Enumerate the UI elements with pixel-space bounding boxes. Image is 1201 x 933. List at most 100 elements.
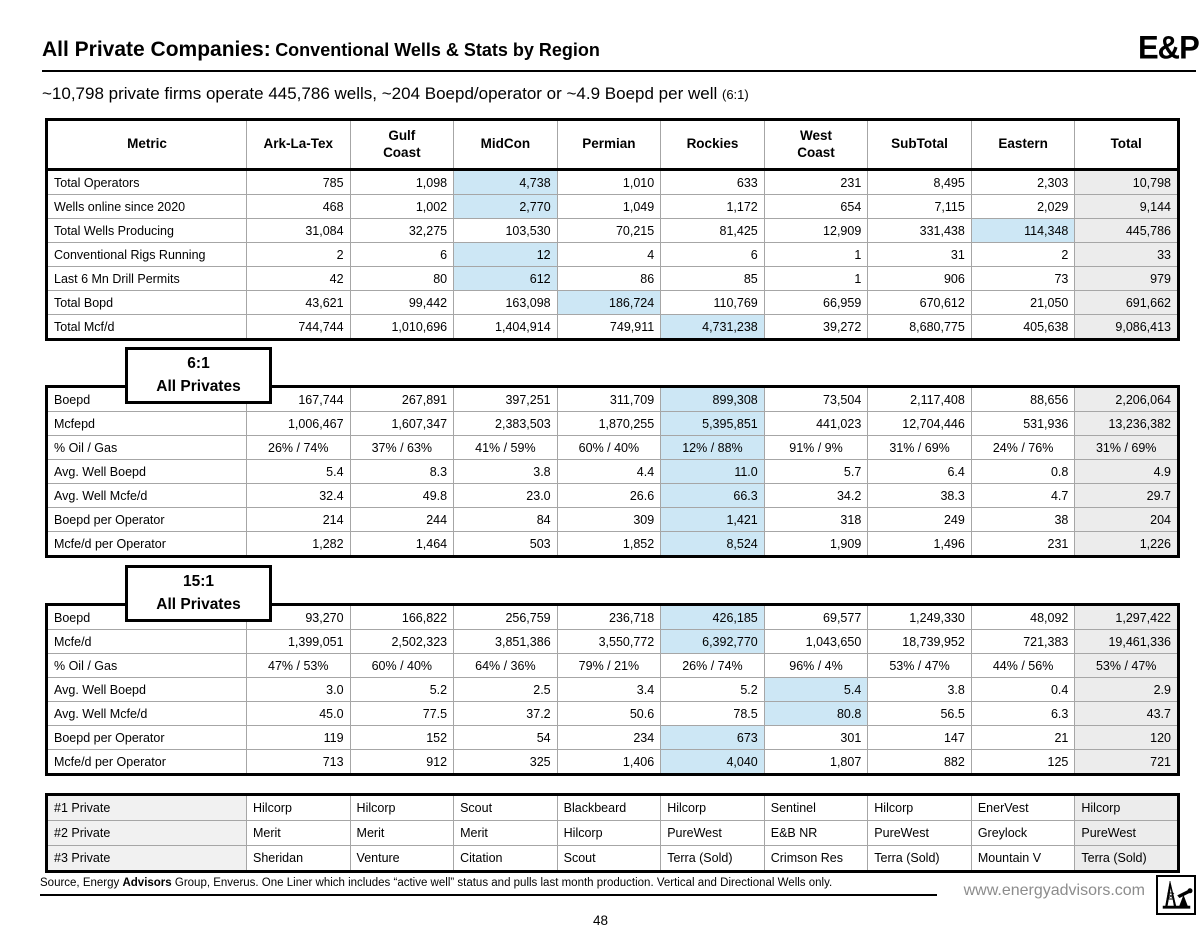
cell: 43,621 [246, 290, 351, 315]
cell: 503 [453, 531, 558, 557]
cell: 4,738 [453, 169, 558, 195]
cell: Sentinel [763, 794, 869, 821]
cell: 32,275 [349, 218, 455, 243]
row-label: Boepd per Operator [46, 507, 247, 532]
cell: 13,236,382 [1074, 411, 1179, 436]
cell: 1 [763, 242, 869, 267]
cell: 1,909 [763, 531, 869, 557]
row-label: Total Operators [46, 169, 247, 195]
cell: 96% / 4% [763, 653, 869, 678]
column-header-rockies: Rockies [660, 119, 765, 171]
cell: Hilcorp [1074, 794, 1179, 821]
cell: Scout [453, 794, 558, 821]
cell: 31% / 69% [1074, 435, 1179, 460]
cell: 5.4 [763, 677, 869, 702]
cell: 29.7 [1074, 483, 1179, 508]
cell: 3,550,772 [556, 629, 662, 654]
cell: 26% / 74% [246, 435, 351, 460]
cell: 125 [970, 749, 1076, 775]
cell: Merit [349, 820, 455, 846]
cell: 256,759 [453, 604, 558, 630]
page-number: 48 [592, 913, 609, 928]
cell: 231 [970, 531, 1076, 557]
cell: 12 [453, 242, 558, 267]
column-header-midcon: MidCon [453, 119, 558, 171]
subtitle-note: (6:1) [721, 87, 749, 102]
cell: 85 [660, 266, 765, 291]
cell: 4.4 [556, 459, 662, 484]
cell: PureWest [660, 820, 765, 846]
cell: 39,272 [763, 314, 869, 340]
cell: 531,936 [970, 411, 1076, 436]
cell: 21 [970, 725, 1076, 750]
cell: 691,662 [1074, 290, 1179, 315]
callout-15to1: 15:1 All Privates [125, 565, 272, 622]
table-row: Avg. Well Mcfe/d 32.4 49.8 23.0 26.6 66.3 34.2… [46, 483, 1179, 508]
cell: Venture [349, 845, 455, 872]
cell: 301 [763, 725, 869, 750]
table-row: Last 6 Mn Drill Permits 42 80 612 86 85 1 906 73… [46, 266, 1179, 291]
cell: 654 [763, 194, 869, 219]
cell: 4.9 [1074, 459, 1179, 484]
cell: 21,050 [970, 290, 1076, 315]
cell: Mountain V [970, 845, 1076, 872]
cell: 721 [1074, 749, 1179, 775]
cell: 41% / 59% [453, 435, 558, 460]
cell: 1,852 [556, 531, 662, 557]
cell: EnerVest [970, 794, 1076, 821]
cell: 1,297,422 [1074, 604, 1179, 630]
cell: 214 [246, 507, 351, 532]
cell: 445,786 [1074, 218, 1179, 243]
table-row: % Oil / Gas 47% / 53% 60% / 40% 64% / 36% 79… [46, 653, 1179, 678]
cell: Sheridan [246, 845, 351, 872]
cell: 6.4 [867, 459, 972, 484]
cell: 1,406 [556, 749, 662, 775]
cell: 713 [246, 749, 351, 775]
cell: 60% / 40% [556, 435, 662, 460]
cell: 49.8 [349, 483, 455, 508]
cell: 88,656 [970, 386, 1076, 412]
cell: 2,117,408 [867, 386, 972, 412]
row-label: Mcfepd [46, 411, 247, 436]
table-row: Total Bopd 43,621 99,442 163,098 186,724 110,… [46, 290, 1179, 315]
cell: 10,798 [1074, 169, 1179, 195]
company-logo [1156, 875, 1196, 915]
cell: Hilcorp [556, 820, 662, 846]
derrick-pumpjack-icon [1162, 880, 1193, 909]
row-label: Mcfe/d [46, 629, 247, 654]
cell: 33 [1074, 242, 1179, 267]
cell: 38 [970, 507, 1076, 532]
cell: 38.3 [867, 483, 972, 508]
cell: 397,251 [453, 386, 558, 412]
table-row: Wells online since 2020 468 1,002 2,770 1,04… [46, 194, 1179, 219]
cell: 1,404,914 [453, 314, 558, 340]
cell: Merit [246, 820, 351, 846]
cell: 5.7 [763, 459, 869, 484]
cell: 37.2 [453, 701, 558, 726]
cell: 426,185 [660, 604, 765, 630]
cell: 785 [246, 169, 351, 195]
cell: 6 [349, 242, 455, 267]
cell: 1,464 [349, 531, 455, 557]
cell: Terra (Sold) [1074, 845, 1179, 872]
cell: 66.3 [660, 483, 765, 508]
table-row: Mcfe/d per Operator 1,282 1,464 503 1,852 8,5… [46, 531, 1179, 557]
cell: 73 [970, 266, 1076, 291]
cell: 633 [660, 169, 765, 195]
row-label: Conventional Rigs Running [46, 242, 247, 267]
cell: 5.4 [246, 459, 351, 484]
title-main: All Private Companies: [42, 38, 271, 61]
cell: 53% / 47% [867, 653, 972, 678]
cell: 0.8 [970, 459, 1076, 484]
subtitle: ~10,798 private firms operate 445,786 we… [42, 84, 749, 104]
cell: 2 [246, 242, 351, 267]
cell: 6.3 [970, 701, 1076, 726]
website-link[interactable]: www.energyadvisors.com [963, 882, 1145, 899]
callout-label: All Privates [156, 596, 241, 613]
cell: 78.5 [660, 701, 765, 726]
table-row: Avg. Well Boepd 5.4 8.3 3.8 4.4 11.0 5.7 6.4 0.8… [46, 459, 1179, 484]
cell: 186,724 [556, 290, 662, 315]
row-label: Total Wells Producing [46, 218, 247, 243]
row-label: #2 Private [46, 820, 247, 846]
